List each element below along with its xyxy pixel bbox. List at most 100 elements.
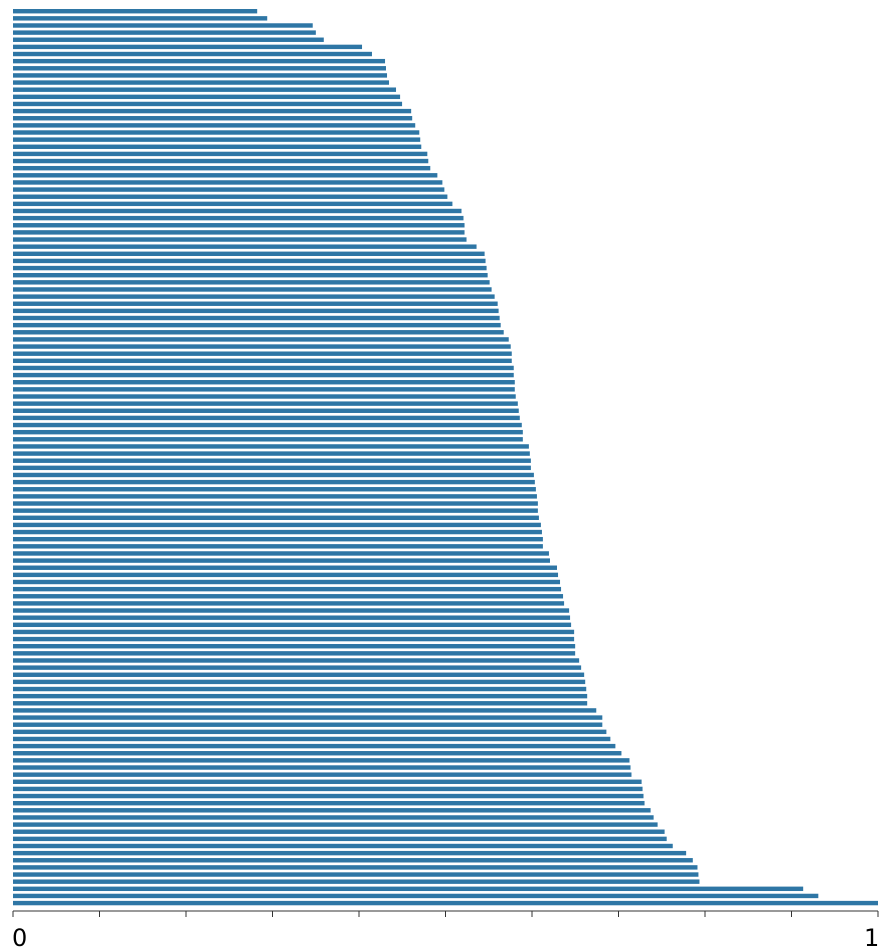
bar xyxy=(13,715,603,720)
bar xyxy=(13,572,559,578)
bar xyxy=(13,180,443,185)
bar xyxy=(13,479,535,485)
bar xyxy=(13,9,258,14)
bar xyxy=(13,301,498,306)
bar xyxy=(13,858,693,863)
bar xyxy=(13,30,316,35)
bar xyxy=(13,108,412,114)
bar xyxy=(13,244,477,249)
bar xyxy=(13,137,421,142)
bar xyxy=(13,822,658,827)
bar xyxy=(13,429,523,435)
bar xyxy=(13,80,390,85)
bar xyxy=(13,686,587,692)
bar xyxy=(13,451,530,456)
bar xyxy=(13,551,549,556)
bar xyxy=(13,879,700,884)
x-tick-label: 0 xyxy=(12,924,27,952)
bar xyxy=(13,272,488,278)
bar xyxy=(13,536,543,542)
bar xyxy=(13,237,467,242)
bar xyxy=(13,422,522,428)
x-axis-ticks xyxy=(12,911,879,917)
bars-group xyxy=(13,9,878,906)
bar xyxy=(13,793,644,799)
bar xyxy=(13,872,699,877)
bar xyxy=(13,372,514,378)
bar xyxy=(13,522,541,528)
bar xyxy=(13,579,561,585)
bar xyxy=(13,351,512,356)
bar xyxy=(13,287,492,292)
bar xyxy=(13,622,572,628)
bar xyxy=(13,173,438,178)
bar xyxy=(13,651,576,656)
bar xyxy=(13,636,575,642)
bar xyxy=(13,208,462,214)
bar xyxy=(13,900,878,906)
bar xyxy=(13,722,603,727)
bar xyxy=(13,601,565,606)
bar xyxy=(13,658,580,663)
bar xyxy=(13,487,536,492)
bar xyxy=(13,594,564,599)
bar xyxy=(13,44,363,50)
bar xyxy=(13,358,512,364)
bar xyxy=(13,494,537,499)
bar xyxy=(13,751,622,756)
bar xyxy=(13,615,571,620)
bar xyxy=(13,765,631,770)
bar xyxy=(13,322,501,328)
bar xyxy=(13,265,487,271)
bar xyxy=(13,829,665,834)
bar xyxy=(13,779,642,784)
bar xyxy=(13,51,372,57)
bar xyxy=(13,401,518,406)
bar xyxy=(13,708,597,713)
bar xyxy=(13,501,538,506)
bar xyxy=(13,116,413,121)
bar xyxy=(13,101,403,107)
bar xyxy=(13,558,550,563)
bar xyxy=(13,387,515,392)
bar xyxy=(13,215,464,221)
bar xyxy=(13,808,651,813)
bar xyxy=(13,800,645,806)
bar xyxy=(13,408,519,413)
bar xyxy=(13,187,445,192)
bar xyxy=(13,158,429,164)
bar xyxy=(13,743,616,749)
bar xyxy=(13,893,819,899)
bar xyxy=(13,337,509,342)
bar xyxy=(13,544,543,549)
bar xyxy=(13,37,324,42)
bar xyxy=(13,16,268,21)
bar xyxy=(13,251,485,257)
bar xyxy=(13,679,586,685)
bar xyxy=(13,701,588,706)
bar xyxy=(13,672,585,677)
bar xyxy=(13,73,388,78)
bar xyxy=(13,729,607,735)
bar xyxy=(13,294,495,299)
bar xyxy=(13,437,523,442)
bar xyxy=(13,472,534,478)
bar xyxy=(13,194,448,199)
bar xyxy=(13,836,667,842)
bar xyxy=(13,693,588,699)
bar xyxy=(13,280,490,285)
bar xyxy=(13,886,804,892)
bar xyxy=(13,415,520,421)
bar xyxy=(13,94,401,100)
bar xyxy=(13,444,529,449)
bar xyxy=(13,315,500,321)
bar xyxy=(13,365,514,371)
bar xyxy=(13,458,531,463)
bar xyxy=(13,165,431,171)
bar xyxy=(13,130,420,135)
bar xyxy=(13,736,611,742)
bar xyxy=(13,201,453,207)
bar xyxy=(13,258,486,264)
